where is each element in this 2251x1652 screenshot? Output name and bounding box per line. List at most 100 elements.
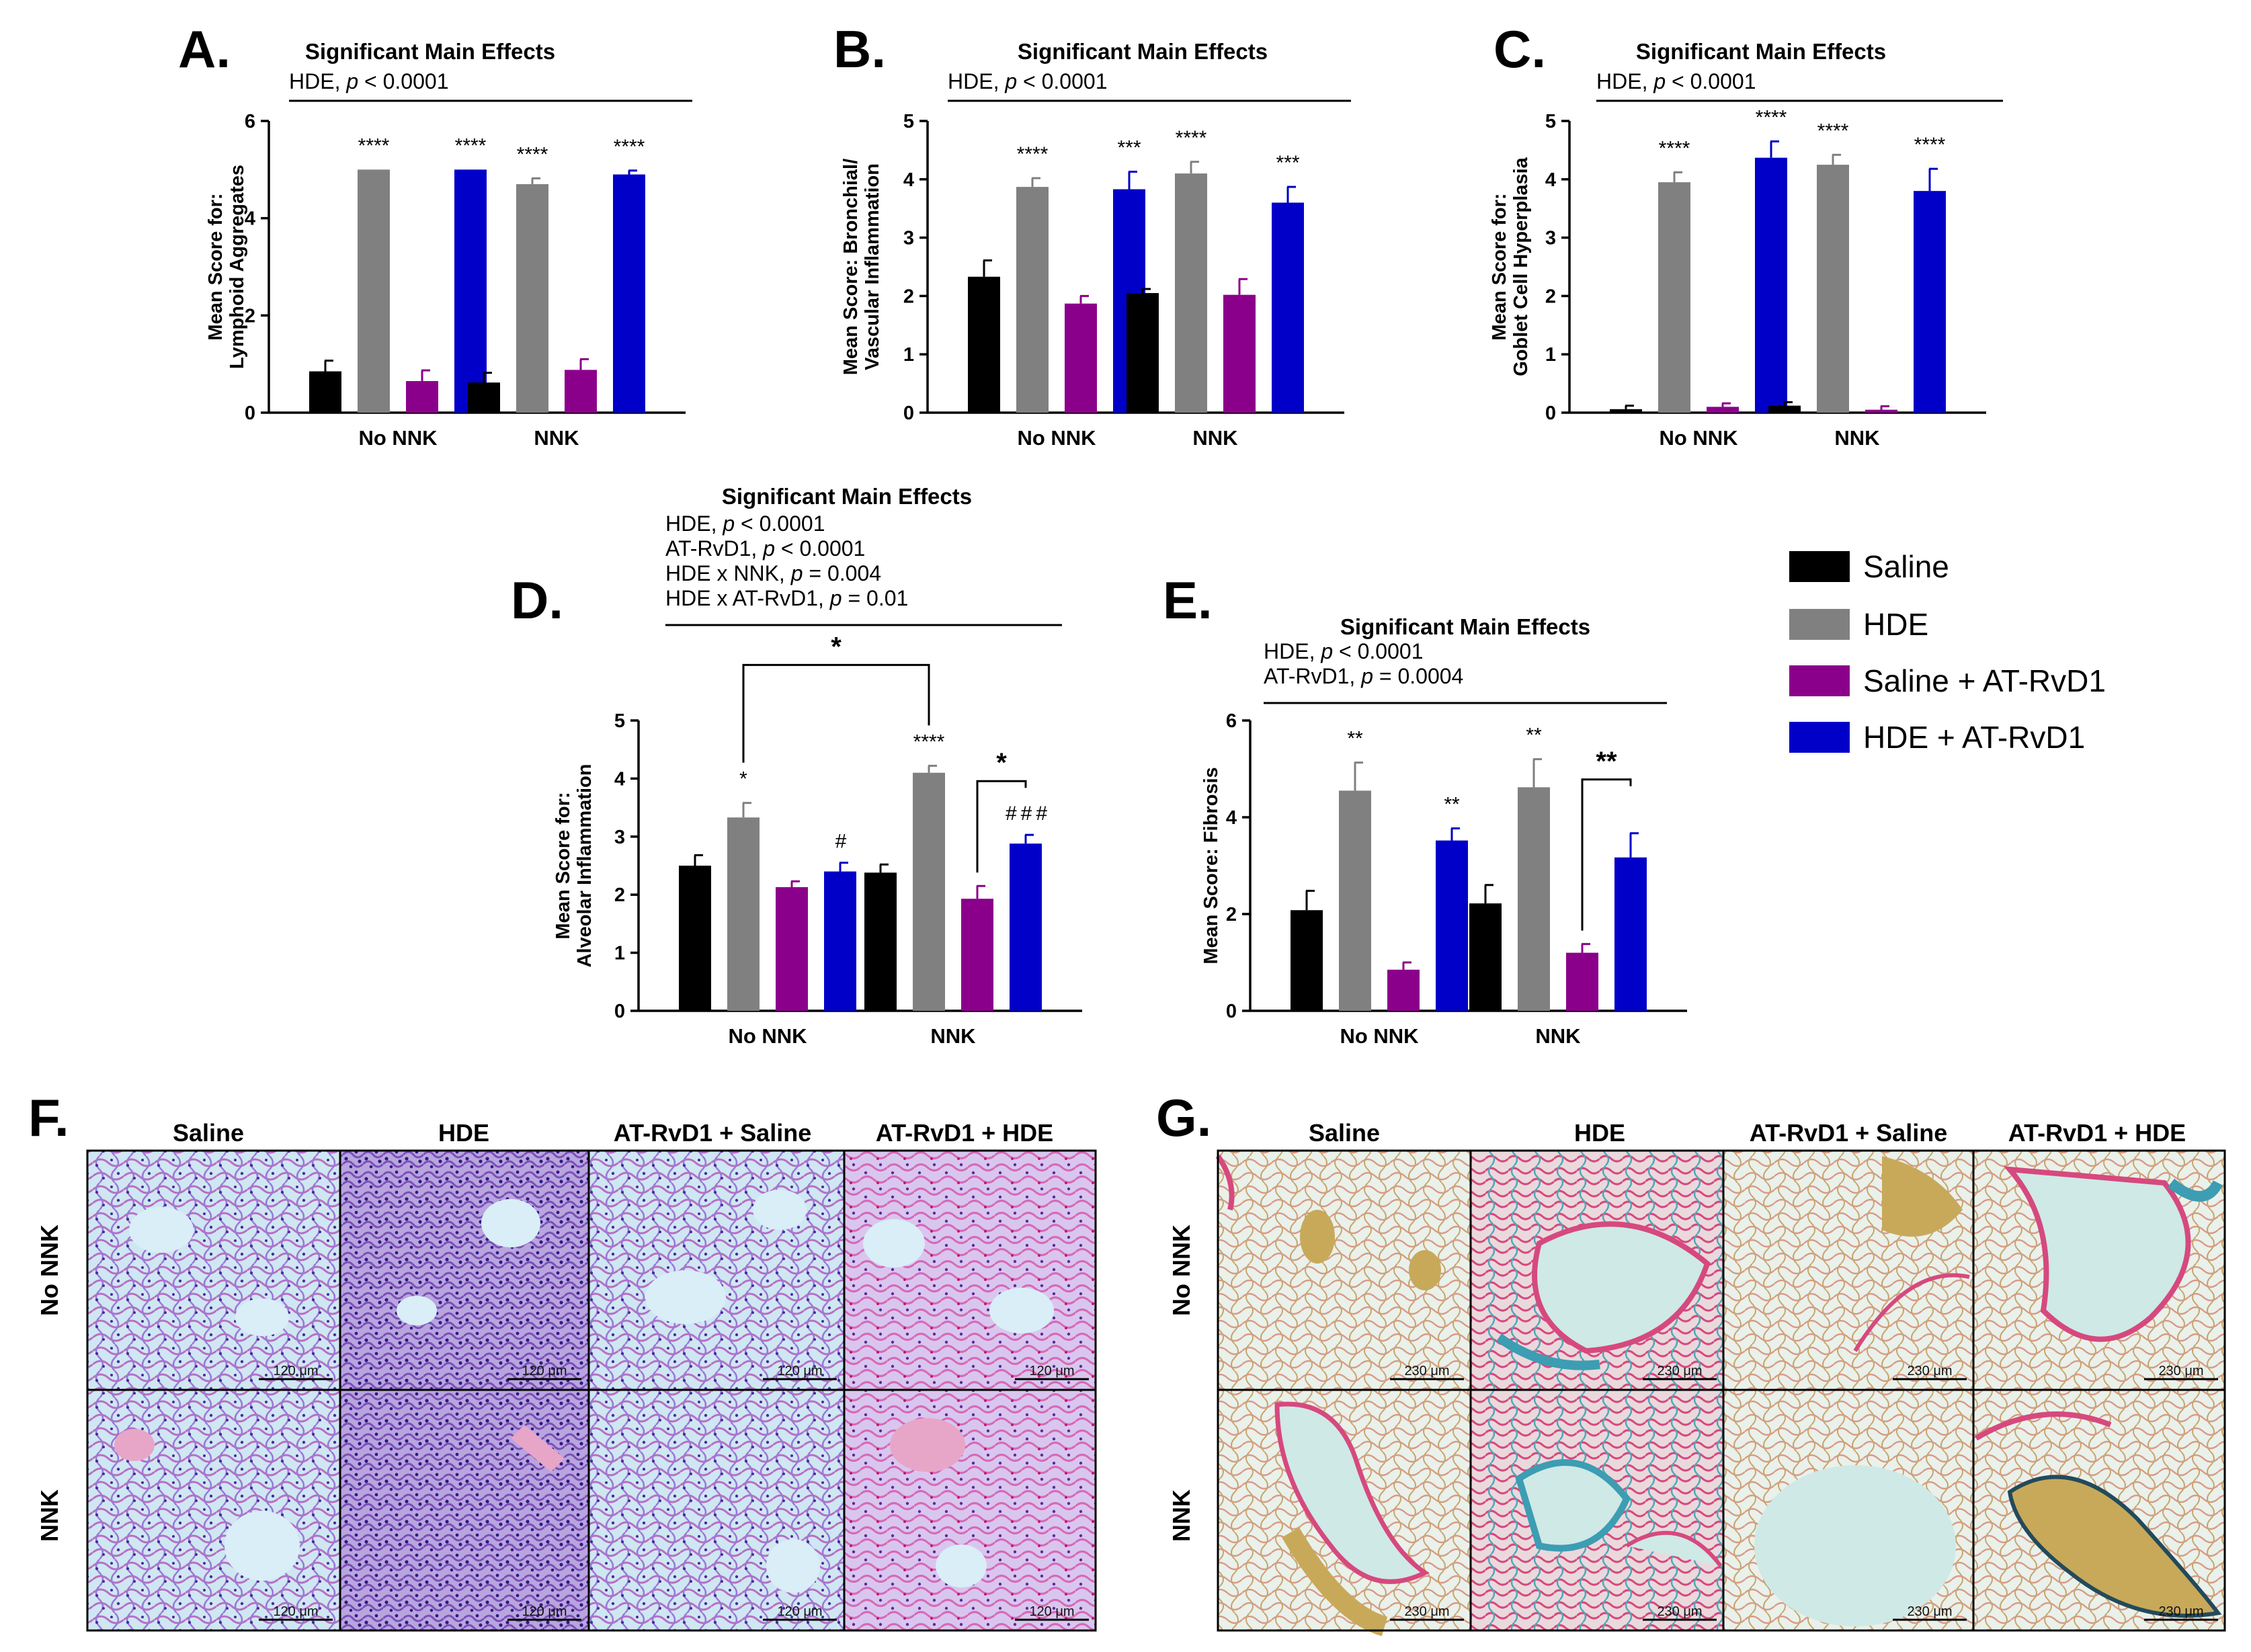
main-effect-0: HDE, p < 0.0001 — [665, 511, 825, 536]
main-effects-title: Significant Main Effects — [1636, 39, 1886, 64]
bar-saline-0 — [968, 276, 1000, 413]
legend-label-saline: Saline — [1863, 549, 1949, 584]
y-tick-label: 6 — [245, 111, 255, 132]
significance-label: **** — [1756, 106, 1787, 128]
y-tick-label: 3 — [903, 228, 914, 249]
category-label: NNK — [1834, 426, 1880, 450]
bar-saline-1 — [1768, 405, 1801, 413]
bar-hde-1 — [1175, 173, 1207, 413]
significance-label: *** — [1276, 152, 1299, 174]
legend-label-hde-atrvd1: HDE + AT-RvD1 — [1863, 720, 2085, 755]
bar-saline-at-rvd1-1 — [961, 899, 993, 1011]
bar-hde-0 — [1658, 182, 1690, 413]
main-effects-title: Significant Main Effects — [1340, 614, 1590, 639]
y-tick-label: 4 — [903, 169, 914, 191]
trichrome-image-saline-no-nnk — [1215, 1151, 1471, 1390]
y-tick-label: 5 — [903, 111, 914, 132]
panel-label: D. — [511, 571, 563, 630]
y-tick-label: 4 — [1226, 807, 1237, 829]
legend: Saline HDE Saline + AT-RvD1 HDE + AT-RvD… — [1789, 549, 2106, 755]
bar-saline-at-rvd1-1 — [1223, 294, 1256, 413]
scale-f-8: 120 μm — [1029, 1604, 1074, 1619]
panel-a-chart: A. Significant Main Effects HDE, p < 0.000… — [178, 19, 692, 450]
y-tick-label: 3 — [1545, 228, 1556, 249]
bar-saline-0 — [1291, 910, 1323, 1011]
main-effect-3: HDE x AT-RvD1, p = 0.01 — [665, 586, 908, 610]
scale-f-6: 120 μm — [522, 1604, 567, 1619]
bar-saline-at-rvd1-1 — [1865, 409, 1897, 413]
bar-hde-at-rvd1-1 — [1010, 843, 1042, 1011]
scale-g-4: 230 μm — [2158, 1364, 2203, 1378]
he-image-hde-no-nnk — [340, 1151, 589, 1390]
panel-f-col-atrvd1-saline: AT-RvD1 + Saline — [614, 1119, 811, 1147]
legend-item-saline-atrvd1: Saline + AT-RvD1 — [1789, 663, 2106, 698]
bar-hde-at-rvd1-1 — [1914, 191, 1946, 413]
legend-swatch-saline-atrvd1 — [1789, 665, 1850, 696]
main-effects-title: Significant Main Effects — [722, 484, 972, 509]
y-tick-label: 1 — [614, 943, 625, 964]
y-axis-label: Alveolar Inflammation — [574, 764, 596, 968]
bar-hde-at-rvd1-1 — [1614, 857, 1647, 1011]
he-image-atrvd1-hde-no-nnk — [844, 1151, 1096, 1390]
y-tick-label: 4 — [1545, 169, 1556, 191]
y-tick-label: 0 — [903, 403, 914, 424]
legend-item-saline: Saline — [1789, 549, 1949, 584]
bar-saline-at-rvd1-0 — [1065, 303, 1097, 413]
legend-swatch-hde-atrvd1 — [1789, 722, 1850, 753]
y-tick-label: 2 — [614, 884, 625, 906]
bar-saline-at-rvd1-0 — [1387, 969, 1420, 1011]
bar-saline-1 — [864, 872, 897, 1011]
y-tick-label: 1 — [1545, 344, 1556, 366]
significance-label: ** — [1526, 725, 1542, 747]
significance-label: **** — [1817, 120, 1849, 142]
comparison-bracket — [976, 780, 1027, 873]
panel-f-label: F. — [28, 1088, 69, 1147]
he-image-hde-nnk — [340, 1390, 589, 1630]
main-effects-title: Significant Main Effects — [305, 39, 555, 64]
significance-label: **** — [1176, 127, 1207, 149]
y-tick-label: 6 — [1226, 710, 1237, 732]
bar-hde-1 — [913, 772, 945, 1011]
y-tick-label: 2 — [245, 305, 255, 327]
he-image-atrvd1-saline-no-nnk — [589, 1151, 844, 1390]
category-label: NNK — [930, 1024, 976, 1048]
main-effect-0: HDE, p < 0.0001 — [1264, 639, 1423, 663]
panel-f-col-hde: HDE — [438, 1119, 489, 1147]
bar-hde-at-rvd1-0 — [1436, 840, 1468, 1011]
significance-label: ** — [1347, 728, 1363, 750]
significance-label: * — [739, 768, 747, 790]
panel-f-scale-bars: 120 μm 120 μm 120 μm 120 μm 120 μm 120 μ… — [259, 1364, 1089, 1621]
y-axis-label: Vascular Inflammation — [862, 163, 883, 370]
significance-label: ### — [1006, 802, 1051, 825]
significance-label: **** — [614, 136, 645, 158]
trichrome-image-atrvd1-saline-nnk — [1723, 1390, 1973, 1630]
trichrome-image-hde-nnk — [1471, 1390, 1723, 1630]
y-tick-label: 2 — [903, 286, 914, 307]
significance-label: **** — [358, 134, 390, 157]
bar-saline-1 — [1469, 903, 1502, 1011]
trichrome-image-atrvd1-saline-no-nnk — [1723, 1151, 1973, 1390]
bracket-significance-label: ** — [1596, 747, 1617, 776]
y-axis-label: Mean Score for: — [552, 792, 574, 939]
category-label: NNK — [1535, 1024, 1581, 1048]
he-image-saline-no-nnk — [87, 1151, 340, 1390]
y-axis-label: Mean Score for: — [205, 193, 227, 340]
y-tick-label: 0 — [614, 1001, 625, 1022]
legend-item-hde: HDE — [1789, 607, 1928, 642]
main-effect-1: AT-RvD1, p < 0.0001 — [665, 536, 865, 561]
scale-f-4: 120 μm — [1029, 1364, 1074, 1378]
bar-hde-1 — [1518, 787, 1550, 1011]
y-tick-label: 5 — [614, 710, 625, 732]
y-tick-label: 3 — [614, 827, 625, 848]
significance-label: **** — [1914, 134, 1946, 156]
bar-hde-at-rvd1-1 — [1272, 202, 1304, 413]
bar-hde-0 — [1339, 790, 1371, 1011]
trichrome-image-atrvd1-hde-nnk — [1973, 1390, 2225, 1630]
panel-g-row-no-nnk: No NNK — [1168, 1225, 1195, 1316]
bar-saline-at-rvd1-0 — [406, 380, 438, 413]
bar-hde-0 — [358, 169, 390, 413]
panel-g-histology: G. Saline HDE AT-RvD1 + Saline AT-RvD1 +… — [1156, 1088, 2226, 1637]
category-label: No NNK — [728, 1024, 807, 1048]
he-image-atrvd1-saline-nnk — [589, 1390, 844, 1630]
